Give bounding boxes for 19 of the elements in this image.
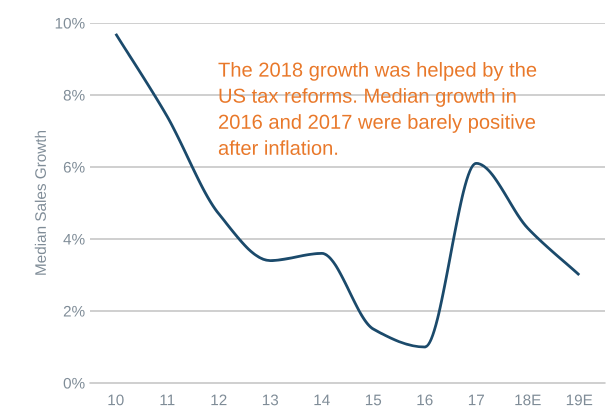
y-tick-label: 8% [64, 90, 85, 101]
x-tick-label: 16 [417, 394, 433, 406]
x-tick-label: 11 [160, 394, 174, 406]
y-tick-label: 4% [63, 234, 85, 245]
x-tick-label: 13 [262, 394, 278, 406]
x-tick-label: 19E [566, 394, 592, 406]
annotation: The 2018 growth was helped by the US tax reforms. Median growth in 2016 and 2017 were barely positive after inflation. [218, 62, 536, 156]
y-tick-label: 10% [56, 18, 85, 29]
x-tick-label: 15 [366, 394, 382, 406]
y-axis-title: Median Sales Growth [34, 130, 46, 275]
x-tick-label: 17 [468, 394, 484, 406]
x-tick-label: 14 [314, 394, 330, 406]
x-tick-label: 10 [108, 394, 124, 406]
x-tick-label: 12 [211, 394, 226, 406]
x-tick-label: 18E [515, 394, 541, 406]
y-tick-label: 0% [64, 378, 85, 389]
line-series [114, 32, 581, 348]
y-tick-label: 2% [64, 306, 85, 317]
y-tick-label: 6% [64, 162, 85, 173]
